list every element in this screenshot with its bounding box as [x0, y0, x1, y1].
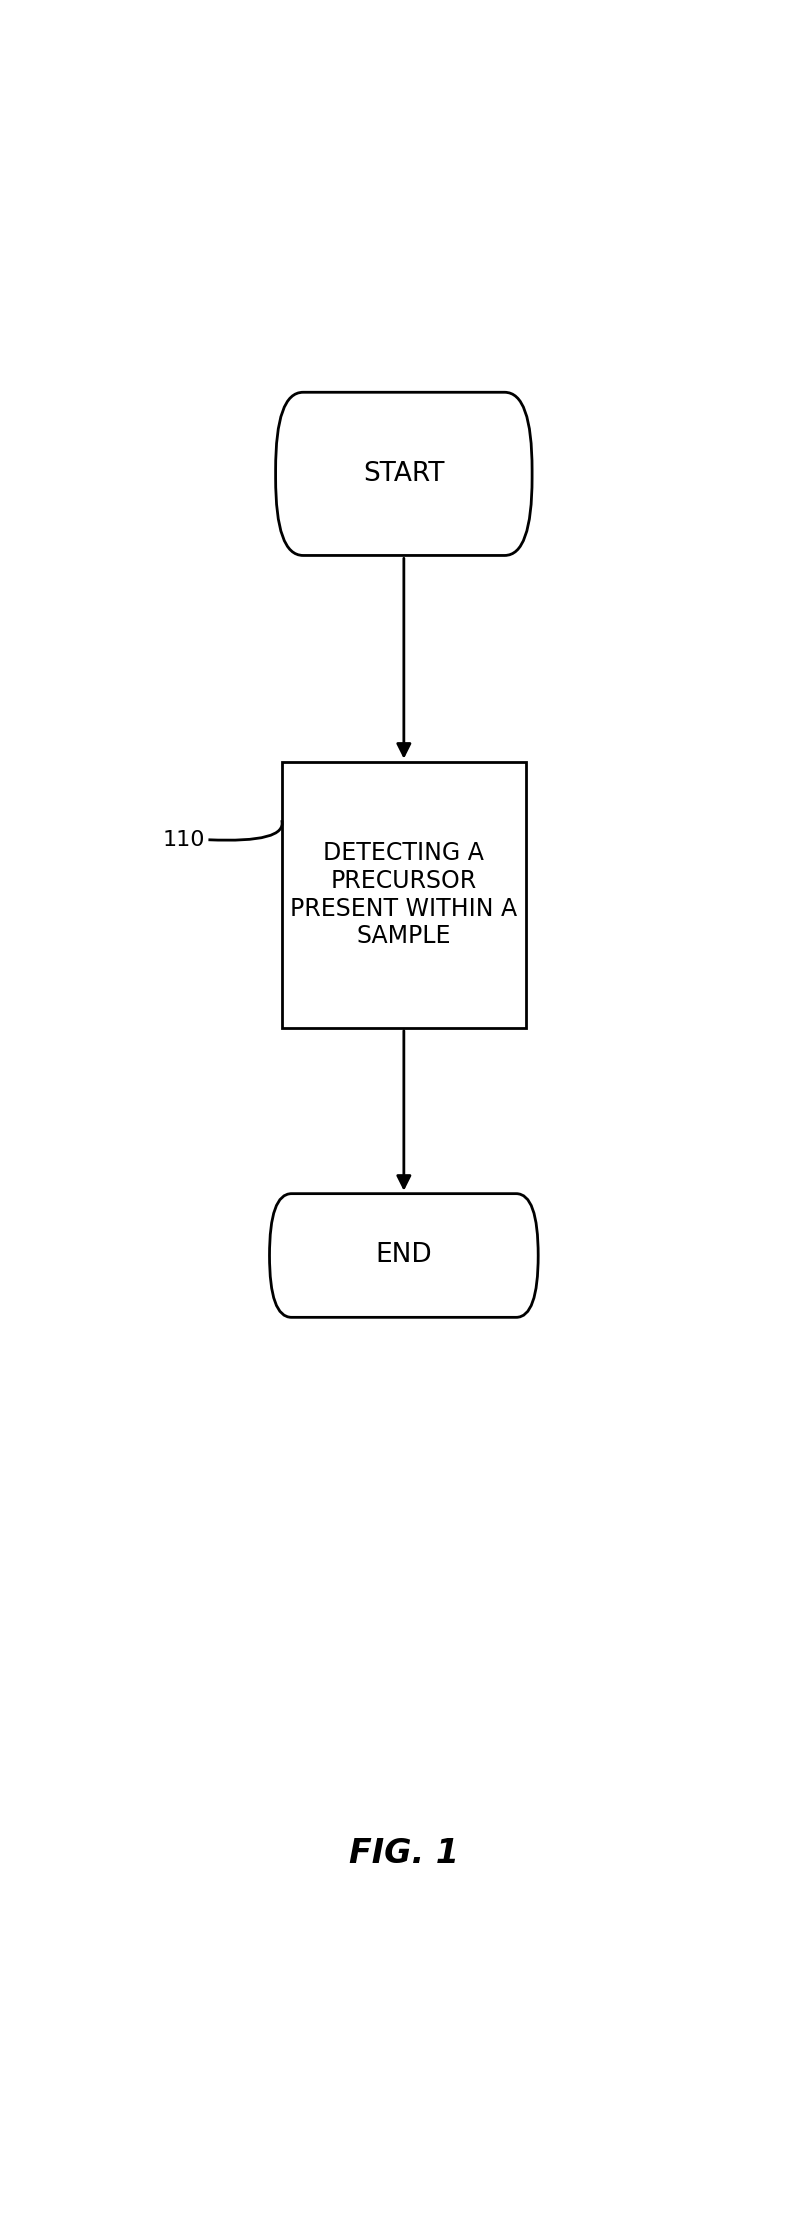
Text: DETECTING A
PRECURSOR
PRESENT WITHIN A
SAMPLE: DETECTING A PRECURSOR PRESENT WITHIN A S…	[290, 841, 518, 948]
Text: FIG. 1: FIG. 1	[349, 1836, 459, 1870]
Text: 110: 110	[163, 830, 206, 850]
Text: START: START	[363, 462, 444, 486]
FancyBboxPatch shape	[282, 761, 526, 1028]
FancyBboxPatch shape	[269, 1194, 538, 1316]
FancyBboxPatch shape	[276, 393, 532, 556]
Text: END: END	[376, 1243, 432, 1269]
